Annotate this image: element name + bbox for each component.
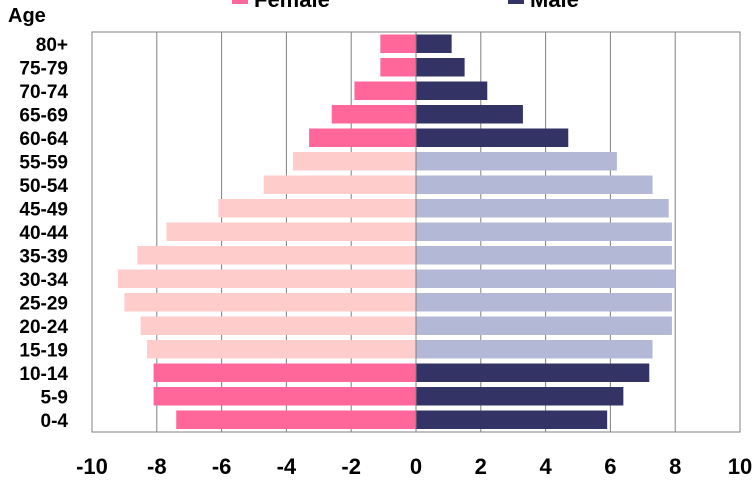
category-label-15-19: 15-19 [19, 340, 68, 361]
bar-female-35-39 [137, 246, 417, 265]
bar-female-20-24 [140, 316, 416, 335]
bar-male-35-39 [416, 246, 672, 265]
bar-female-80+ [380, 34, 416, 53]
bar-male-25-29 [416, 293, 672, 312]
category-label-0-4: 0-4 [41, 411, 69, 432]
bar-male-70-74 [416, 81, 488, 100]
category-label-75-79: 75-79 [19, 58, 68, 79]
bar-female-5-9 [153, 387, 416, 406]
category-label-45-49: 45-49 [19, 199, 68, 220]
bar-female-30-34 [117, 269, 417, 288]
category-label-60-64: 60-64 [19, 129, 68, 150]
bar-male-40-44 [416, 222, 672, 241]
x-tick-label--10: -10 [76, 454, 108, 479]
bar-female-40-44 [166, 222, 416, 241]
bar-female-55-59 [292, 152, 416, 171]
category-label-10-14: 10-14 [19, 364, 68, 385]
legend-layer: Female Male [232, 0, 579, 12]
bar-female-15-19 [147, 340, 416, 359]
bar-male-0-4 [416, 410, 608, 429]
bar-male-15-19 [416, 340, 653, 359]
legend-label-female: Female [254, 0, 330, 12]
frame-layer [91, 31, 741, 433]
legend-swatch-male [508, 0, 524, 4]
bar-female-50-54 [263, 175, 416, 194]
category-label-5-9: 5-9 [41, 387, 68, 408]
category-label-50-54: 50-54 [19, 176, 68, 197]
bar-male-5-9 [416, 387, 624, 406]
y-axis-title: Age [8, 5, 46, 27]
category-label-55-59: 55-59 [19, 152, 68, 173]
category-label-25-29: 25-29 [19, 293, 68, 314]
x-tick-label--6: -6 [212, 454, 232, 479]
category-label-20-24: 20-24 [19, 317, 68, 338]
x-tick-label-10: 10 [728, 454, 752, 479]
bar-female-0-4 [176, 410, 416, 429]
x-tick-label-4: 4 [539, 454, 552, 479]
bar-male-45-49 [416, 199, 669, 218]
bar-male-30-34 [416, 269, 676, 288]
category-label-40-44: 40-44 [19, 223, 68, 244]
category-label-80+: 80+ [36, 35, 68, 56]
bar-male-20-24 [416, 316, 672, 335]
bar-male-60-64 [416, 128, 569, 147]
x-tick-label--8: -8 [147, 454, 167, 479]
bar-female-10-14 [153, 363, 416, 382]
bar-male-55-59 [416, 152, 617, 171]
x-tick-label-6: 6 [604, 454, 616, 479]
legend-label-male: Male [530, 0, 579, 12]
bar-female-60-64 [309, 128, 416, 147]
bar-male-65-69 [416, 105, 523, 124]
bar-layer [117, 34, 676, 429]
category-label-65-69: 65-69 [19, 105, 68, 126]
label-layer: 80+75-7970-7465-6960-6455-5950-5445-4940… [8, 5, 752, 479]
bar-male-10-14 [416, 363, 650, 382]
bar-female-25-29 [124, 293, 417, 312]
x-tick-label--2: -2 [341, 454, 361, 479]
x-tick-label-8: 8 [669, 454, 681, 479]
bar-male-75-79 [416, 58, 465, 77]
category-label-30-34: 30-34 [19, 270, 68, 291]
category-label-70-74: 70-74 [19, 82, 68, 103]
bar-male-80+ [416, 34, 452, 53]
category-label-35-39: 35-39 [19, 246, 68, 267]
x-tick-label--4: -4 [277, 454, 297, 479]
bar-female-65-69 [331, 105, 416, 124]
x-tick-label-2: 2 [475, 454, 487, 479]
bar-female-75-79 [380, 58, 416, 77]
bar-male-50-54 [416, 175, 653, 194]
legend-swatch-female [232, 0, 248, 4]
bar-female-45-49 [218, 199, 416, 218]
x-tick-label-0: 0 [410, 454, 422, 479]
bar-female-70-74 [354, 81, 416, 100]
